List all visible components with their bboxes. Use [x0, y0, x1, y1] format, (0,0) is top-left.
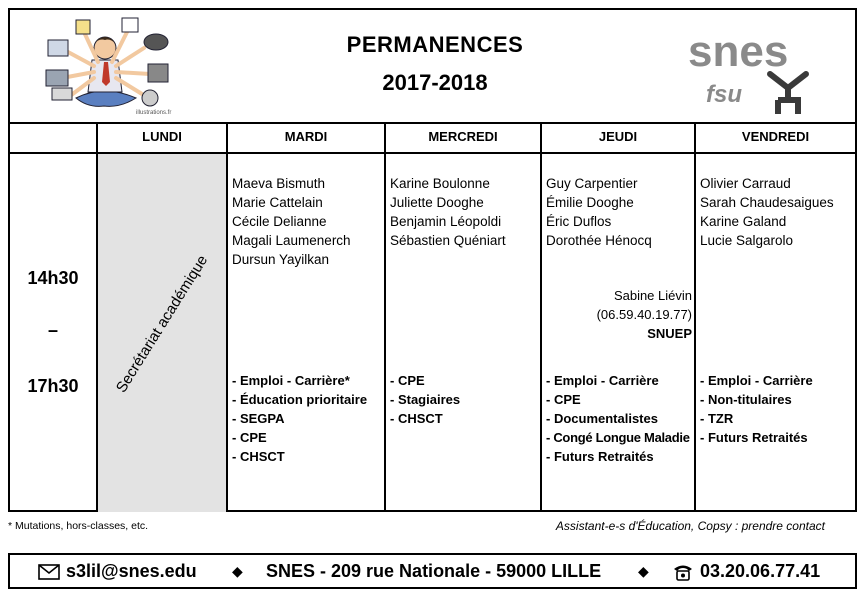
- list-item: - Emploi - Carrière: [546, 373, 659, 388]
- phone-text[interactable]: 03.20.06.77.41: [700, 561, 821, 581]
- column-divider: [384, 122, 386, 510]
- list-item: Karine Boulonne: [390, 176, 490, 191]
- permanences-sheet: illustrations.fr PERMANENCES 2017-2018 s…: [8, 8, 857, 512]
- separator-diamond: ◆: [638, 563, 649, 579]
- list-item: - Éducation prioritaire: [232, 392, 368, 407]
- school-year: 2017-2018: [382, 70, 488, 95]
- day-mardi: MARDI: [284, 129, 328, 144]
- snuep-contact-phone: (06.59.40.19.77): [596, 307, 692, 322]
- mardi-topics: - Emploi - Carrière* - Éducation priorit…: [232, 371, 367, 466]
- telephone-icon: [674, 565, 692, 582]
- list-item: Olivier Carraud: [700, 176, 791, 191]
- mardi-names: Maeva Bismuth Marie Cattelain Cécile Del…: [232, 174, 351, 269]
- logo-fsu-text: fsu: [706, 81, 742, 108]
- multitasking-person-illustration: illustrations.fr: [45, 17, 171, 116]
- column-divider: [540, 122, 542, 510]
- time-start: 14h30: [27, 268, 79, 288]
- list-item: - TZR: [700, 411, 734, 426]
- list-item: Sarah Chaudesaigues: [700, 195, 834, 210]
- list-item: - Congé Longue Maladie: [546, 430, 690, 445]
- secretariat-label: Secrétariat académique: [112, 252, 212, 396]
- list-item: - Stagiaires: [390, 392, 461, 407]
- list-item: - CPE: [390, 373, 425, 388]
- list-item: - CHSCT: [390, 411, 443, 426]
- separator-diamond: ◆: [232, 563, 243, 579]
- snuep-contact-block: Sabine Liévin (06.59.40.19.77) SNUEP: [542, 286, 692, 346]
- column-divider: [96, 122, 98, 510]
- address-text: SNES - 209 rue Nationale - 59000 LILLE: [266, 561, 602, 581]
- page-title: PERMANENCES: [346, 32, 524, 57]
- list-item: - SEGPA: [232, 411, 285, 426]
- time-end: 17h30: [27, 376, 79, 396]
- list-item: - Non-titulaires: [700, 392, 792, 407]
- list-item: - Futurs Retraités: [546, 449, 654, 464]
- email-contact[interactable]: s3lil@snes.edu: [38, 555, 197, 587]
- phone-contact[interactable]: 03.20.06.77.41: [672, 555, 820, 587]
- list-item: Lucie Salgarolo: [700, 233, 794, 248]
- list-item: - Futurs Retraités: [700, 430, 808, 445]
- day-header-row: LUNDI MARDI MERCREDI JEUDI VENDREDI: [10, 122, 855, 154]
- column-divider: [226, 122, 228, 510]
- envelope-icon: [38, 564, 60, 581]
- footnote: * Mutations, hors-classes, etc.: [8, 520, 149, 532]
- list-item: Sébastien Quéniart: [390, 233, 506, 248]
- snes-fsu-logo: snes fsu: [688, 27, 809, 114]
- list-item: - Documentalistes: [546, 411, 658, 426]
- column-divider: [694, 122, 696, 510]
- header: illustrations.fr PERMANENCES 2017-2018 s…: [10, 10, 855, 124]
- snuep-contact-name: Sabine Liévin: [613, 288, 692, 303]
- title-block: PERMANENCES 2017-2018: [260, 32, 610, 96]
- list-item: - CPE: [232, 430, 267, 445]
- list-item: Guy Carpentier: [546, 176, 638, 191]
- email-text[interactable]: s3lil@snes.edu: [66, 561, 197, 581]
- day-lundi: LUNDI: [142, 129, 182, 144]
- list-item: Juliette Dooghe: [390, 195, 484, 210]
- assistant-note: Assistant-e-s d'Éducation, Copsy : prend…: [555, 519, 825, 533]
- contact-bar: s3lil@snes.edu ◆ SNES - 209 rue National…: [8, 553, 857, 589]
- mercredi-names: Karine Boulonne Juliette Dooghe Benjamin…: [390, 174, 506, 250]
- vendredi-names: Olivier Carraud Sarah Chaudesaigues Kari…: [700, 174, 834, 250]
- list-item: Émilie Dooghe: [546, 195, 634, 210]
- lundi-cell: Secrétariat académique: [98, 154, 226, 512]
- snuep-org: SNUEP: [647, 326, 692, 341]
- time-dash: –: [47, 320, 58, 340]
- day-mercredi: MERCREDI: [428, 129, 498, 144]
- day-jeudi: JEUDI: [598, 129, 638, 144]
- day-vendredi: VENDREDI: [741, 129, 810, 144]
- time-column: 14h30 – 17h30: [10, 154, 96, 510]
- list-item: Magali Laumenerch: [232, 233, 351, 248]
- list-item: Éric Duflos: [546, 214, 612, 229]
- jeudi-topics: - Emploi - Carrière - CPE - Documentalis…: [546, 371, 690, 466]
- list-item: Dursun Yayilkan: [232, 252, 330, 267]
- vendredi-topics: - Emploi - Carrière - Non-titulaires - T…: [700, 371, 813, 447]
- list-item: - CHSCT: [232, 449, 285, 464]
- list-item: Benjamin Léopoldi: [390, 214, 502, 229]
- jeudi-names: Guy Carpentier Émilie Dooghe Éric Duflos…: [546, 174, 652, 250]
- illustration-caption: illustrations.fr: [136, 110, 171, 116]
- list-item: - Emploi - Carrière: [700, 373, 813, 388]
- list-item: Cécile Delianne: [232, 214, 327, 229]
- list-item: Dorothée Hénocq: [546, 233, 652, 248]
- list-item: Marie Cattelain: [232, 195, 323, 210]
- list-item: Maeva Bismuth: [232, 176, 326, 191]
- list-item: - CPE: [546, 392, 581, 407]
- list-item: - Emploi - Carrière*: [232, 373, 350, 388]
- mercredi-topics: - CPE - Stagiaires - CHSCT: [390, 371, 460, 428]
- logo-snes-text: snes: [688, 27, 788, 76]
- list-item: Karine Galand: [700, 214, 787, 229]
